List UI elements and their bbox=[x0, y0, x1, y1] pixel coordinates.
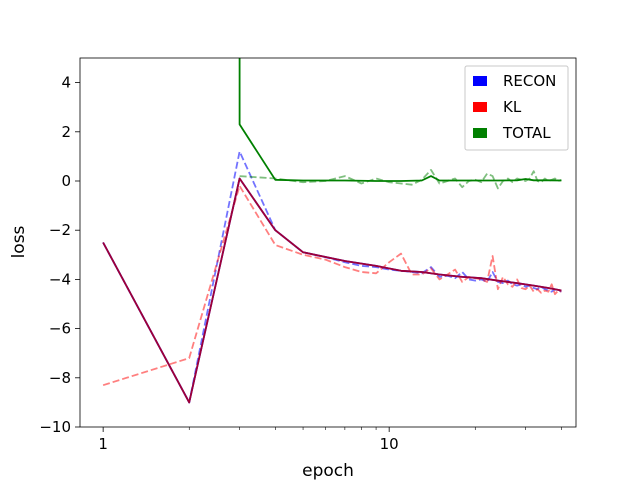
plot-frame bbox=[79, 57, 577, 428]
y-tick-label: −6 bbox=[49, 320, 71, 338]
y-tick-label: 0 bbox=[61, 172, 71, 190]
y-tick-label: 4 bbox=[61, 74, 71, 92]
legend-label-total: TOTAL bbox=[502, 124, 551, 142]
legend-swatch-recon bbox=[473, 76, 487, 86]
legend-swatch-total bbox=[473, 128, 487, 138]
series-line-total-dashed bbox=[239, 168, 562, 190]
legend-label-kl: KL bbox=[503, 98, 522, 116]
series-line-recon-dashed bbox=[102, 150, 562, 404]
y-axis-label: loss bbox=[9, 225, 29, 258]
x-axis-label: epoch bbox=[302, 461, 354, 480]
legend: RECON KL TOTAL bbox=[464, 65, 569, 151]
legend-label-recon: RECON bbox=[503, 72, 556, 90]
series-layer bbox=[102, 58, 562, 404]
axis-layer: 1 10 −10 −8 −6 −4 −2 0 2 4 bbox=[39, 74, 562, 453]
series-line-total-solid bbox=[238, 58, 562, 182]
x-tick-label: 10 bbox=[380, 435, 399, 453]
legend-box bbox=[464, 65, 569, 151]
y-tick-label: −10 bbox=[39, 418, 71, 436]
y-tick-label: −2 bbox=[49, 221, 71, 239]
y-tick-label: −8 bbox=[49, 369, 71, 387]
x-tick-label: 1 bbox=[98, 435, 108, 453]
y-tick-label: 2 bbox=[61, 123, 71, 141]
legend-swatch-kl bbox=[473, 102, 487, 112]
series-line-kl-solid bbox=[102, 177, 562, 404]
y-tick-label: −4 bbox=[49, 270, 71, 288]
